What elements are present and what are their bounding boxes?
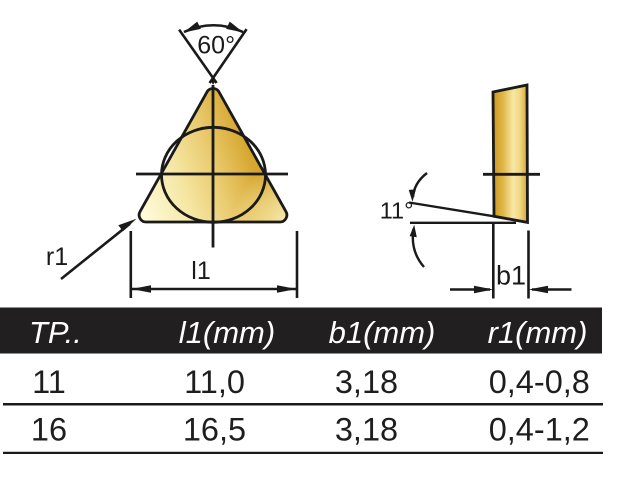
svg-text:0,4-0,8: 0,4-0,8 (489, 364, 590, 400)
svg-text:16,5: 16,5 (183, 412, 246, 448)
svg-text:0,4-1,2: 0,4-1,2 (489, 412, 590, 448)
svg-text:r1: r1 (46, 243, 68, 271)
svg-text:b1(mm): b1(mm) (329, 315, 436, 350)
svg-text:11°: 11° (380, 198, 414, 224)
svg-text:3,18: 3,18 (335, 364, 398, 400)
svg-text:l1: l1 (191, 257, 210, 285)
svg-text:60°: 60° (197, 32, 235, 60)
svg-text:16: 16 (31, 412, 67, 448)
svg-text:11: 11 (32, 364, 66, 400)
svg-text:11,0: 11,0 (184, 364, 245, 400)
svg-text:TP..: TP.. (29, 315, 82, 350)
svg-text:r1(mm): r1(mm) (488, 315, 588, 350)
svg-text:b1: b1 (496, 261, 526, 291)
svg-text:3,18: 3,18 (335, 412, 398, 448)
svg-text:l1(mm): l1(mm) (179, 315, 275, 350)
